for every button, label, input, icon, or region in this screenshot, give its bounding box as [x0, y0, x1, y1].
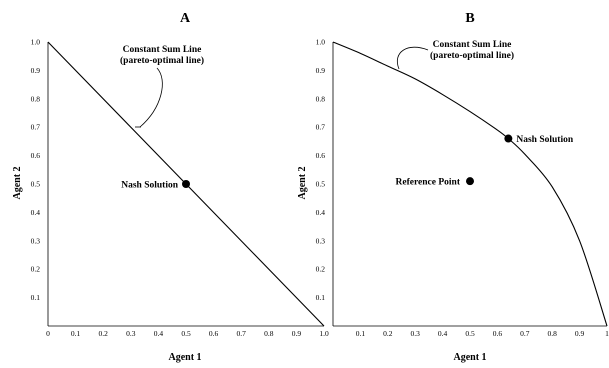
panel-b-ylabel: Agent 2	[297, 166, 308, 199]
x-tick-label: 0.9	[292, 329, 302, 338]
y-tick-label: 0.4	[316, 208, 326, 217]
x-tick-label: 0.4	[154, 329, 164, 338]
x-tick-label: 0.7	[237, 329, 247, 338]
x-tick-label: 0.2	[99, 329, 109, 338]
point-marker	[466, 177, 474, 186]
x-tick-label: 0.7	[520, 329, 530, 338]
x-tick-label: 0.3	[411, 329, 421, 338]
x-tick-label: 1	[605, 329, 609, 338]
panel-a-axes	[47, 42, 324, 327]
x-tick-label: 0.2	[383, 329, 393, 338]
panel-a: A 0 0.1 0.2 0.3 0.4 0.5 0.6 0.7 0.8 0.9 1.00.10.20…	[12, 11, 329, 363]
x-tick-label: 0.1	[356, 329, 366, 338]
y-tick-label: 0.1	[316, 293, 326, 302]
y-tick-label: 0.5	[31, 180, 41, 189]
x-tick-label: 0.5	[465, 329, 475, 338]
panel-b-points: Nash Solution Reference Point	[396, 134, 574, 188]
x-tick-label: 0.3	[126, 329, 136, 338]
panel-b-annotation-line1: Constant Sum Line	[433, 40, 512, 50]
panel-b-axes	[332, 42, 607, 327]
point-marker	[182, 180, 190, 188]
x-tick-label: 0.8	[264, 329, 274, 338]
point-marker	[504, 134, 513, 143]
y-tick-label: 0.8	[316, 94, 326, 103]
y-tick-label: 0.3	[31, 236, 41, 245]
y-tick-label: 0.2	[31, 265, 41, 274]
panel-b-constant-sum-line	[332, 41, 608, 327]
y-tick-label: 0.5	[316, 180, 326, 189]
panel-b-annotation-leader	[397, 46, 429, 70]
y-tick-label: 0.9	[31, 66, 41, 75]
panel-b-annotation-line2: (pareto-optimal line)	[430, 50, 514, 61]
panel-b: B 0.1 0.2 0.3 0.4 0.5 0.6 0.7 0.8 0.9 10.10.20.30…	[297, 11, 609, 363]
x-tick-label: 1.0	[319, 329, 329, 338]
panel-a-points: Nash Solution	[121, 180, 190, 191]
y-tick-label: 1.0	[316, 38, 326, 47]
panel-b-ticks: 0.1 0.2 0.3 0.4 0.5 0.6 0.7 0.8 0.9 1 0.1 0.2 0.3 0.4…	[316, 38, 609, 339]
point-label: Nash Solution	[516, 135, 573, 145]
y-tick-label: 1.0	[31, 38, 41, 47]
x-tick-label: 0.9	[575, 329, 585, 338]
panel-a-xlabel: Agent 1	[168, 352, 201, 363]
panel-a-title: A	[180, 11, 191, 26]
y-tick-label: 0.2	[316, 265, 326, 274]
y-tick-label: 0.8	[31, 94, 41, 103]
x-tick-label: 0.6	[493, 329, 503, 338]
x-tick-label: 0.8	[548, 329, 558, 338]
panel-a-ylabel: Agent 2	[12, 166, 23, 199]
y-tick-label: 0.9	[316, 66, 326, 75]
x-tick-label: 0.5	[181, 329, 191, 338]
panel-a-ticks: 0 0.1 0.2 0.3 0.4 0.5 0.6 0.7 0.8 0.9 1.0 0.1 0.2 0.3…	[31, 38, 329, 339]
panel-b-xlabel: Agent 1	[453, 352, 486, 363]
y-tick-label: 0.4	[31, 208, 41, 217]
y-tick-label: 0.6	[31, 151, 41, 160]
y-tick-label: 0.1	[31, 293, 41, 302]
panel-b-title: B	[465, 11, 474, 26]
x-tick-label: 0.4	[438, 329, 448, 338]
y-tick-label: 0.7	[316, 123, 326, 132]
x-tick-label: 0.6	[209, 329, 219, 338]
y-tick-label: 0.6	[316, 151, 326, 160]
point-label: Nash Solution	[121, 181, 178, 191]
panel-a-annotation-leader	[139, 67, 163, 128]
x-tick-label: 0	[46, 329, 50, 338]
panel-a-annotation-line2: (pareto-optimal line)	[120, 55, 204, 66]
x-tick-label: 0.1	[71, 329, 81, 338]
y-tick-label: 0.3	[316, 236, 326, 245]
panel-a-annotation-line1: Constant Sum Line	[123, 45, 202, 55]
y-tick-label: 0.7	[31, 123, 41, 132]
point-label: Reference Point	[396, 178, 461, 188]
